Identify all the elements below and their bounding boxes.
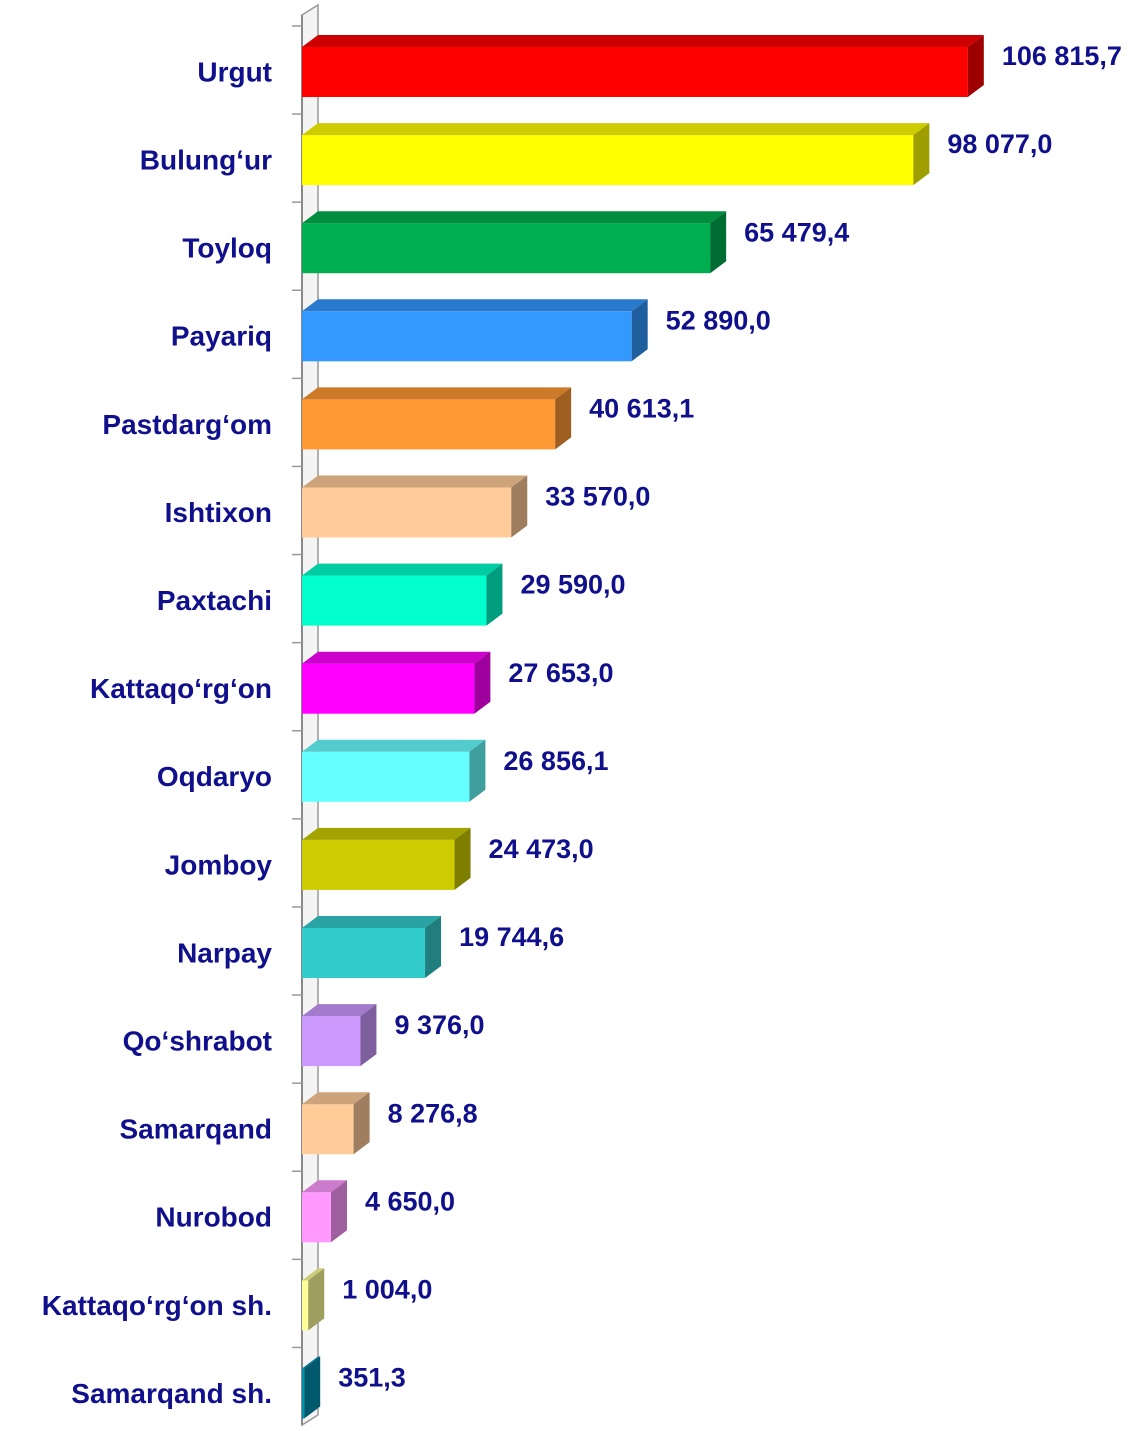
bar-front xyxy=(302,663,475,714)
value-label: 26 856,1 xyxy=(503,746,608,776)
bar-side xyxy=(913,123,930,186)
bar-front xyxy=(302,135,914,186)
value-label: 33 570,0 xyxy=(545,482,650,512)
bar-side xyxy=(555,387,572,450)
category-label: Bulung‘ur xyxy=(140,144,272,175)
bar xyxy=(302,1268,325,1331)
bar-top xyxy=(302,1092,370,1105)
bar-front xyxy=(302,1192,331,1243)
category-label: Oqdaryo xyxy=(157,761,272,792)
bar xyxy=(302,123,930,186)
bar xyxy=(302,651,491,714)
bar-side xyxy=(486,563,503,626)
bar-side xyxy=(511,475,528,538)
category-label: Urgut xyxy=(197,56,272,87)
bar-top xyxy=(302,651,491,664)
bar-front xyxy=(302,751,470,802)
bar-front xyxy=(302,1280,309,1331)
category-label: Jomboy xyxy=(165,849,273,880)
value-label: 351,3 xyxy=(338,1363,406,1393)
bar-front xyxy=(302,47,968,97)
bar-front xyxy=(302,223,711,274)
category-label: Qo‘shrabot xyxy=(123,1025,272,1056)
bar-top xyxy=(302,1180,347,1193)
bar-top xyxy=(302,563,503,576)
category-label: Nurobod xyxy=(155,1202,272,1233)
category-label: Toyloq xyxy=(182,233,272,264)
bar xyxy=(302,827,471,890)
bar-front xyxy=(302,575,487,626)
bar xyxy=(302,1356,321,1419)
bar-top xyxy=(302,211,727,224)
bar xyxy=(302,475,528,538)
bar-side xyxy=(454,827,471,890)
bar xyxy=(302,1092,370,1155)
bar xyxy=(302,739,486,802)
bar-side xyxy=(469,739,486,802)
bar-side xyxy=(425,916,442,978)
category-label: Kattaqo‘rg‘on sh. xyxy=(42,1290,272,1321)
bar-side xyxy=(967,35,984,97)
bar-front xyxy=(302,487,512,538)
value-label: 4 650,0 xyxy=(365,1186,455,1216)
bar-side xyxy=(308,1268,325,1331)
bar-front xyxy=(302,839,455,890)
bar-side xyxy=(710,211,727,274)
bar-side xyxy=(304,1356,321,1419)
category-label: Samarqand sh. xyxy=(71,1378,272,1409)
bar-side xyxy=(360,1004,377,1067)
bar xyxy=(302,387,572,450)
bar xyxy=(302,35,984,97)
bar-front xyxy=(302,311,632,362)
bar-top xyxy=(302,916,442,928)
bar-top xyxy=(302,123,930,136)
bar-top xyxy=(302,1004,377,1017)
category-label: Pastdarg‘om xyxy=(102,409,272,440)
bar-top xyxy=(302,387,572,400)
bar xyxy=(302,299,648,362)
value-label: 40 613,1 xyxy=(589,394,694,424)
value-label: 1 004,0 xyxy=(342,1275,432,1305)
category-label: Payariq xyxy=(171,321,272,352)
bar-side xyxy=(353,1092,370,1155)
bar-front xyxy=(302,1104,354,1155)
bar-front xyxy=(302,928,426,978)
bar xyxy=(302,916,442,978)
bar-side xyxy=(330,1180,347,1243)
value-label: 29 590,0 xyxy=(520,570,625,600)
value-label: 24 473,0 xyxy=(489,834,594,864)
value-label: 106 815,7 xyxy=(1002,41,1122,71)
value-label: 27 653,0 xyxy=(508,658,613,688)
bar-front xyxy=(302,1016,361,1067)
bar xyxy=(302,211,727,274)
bar-top xyxy=(302,475,528,488)
value-label: 65 479,4 xyxy=(744,217,849,247)
bar-side xyxy=(474,651,491,714)
value-label: 19 744,6 xyxy=(459,922,564,952)
bar-front xyxy=(302,399,556,450)
category-label: Paxtachi xyxy=(157,585,272,616)
bar-top xyxy=(302,827,471,840)
bar xyxy=(302,1180,347,1243)
bar-top xyxy=(302,299,648,312)
category-label: Kattaqo‘rg‘on xyxy=(90,673,272,704)
value-label: 98 077,0 xyxy=(947,129,1052,159)
bar-top xyxy=(302,1268,325,1281)
category-label: Narpay xyxy=(177,937,272,968)
bar-front xyxy=(302,1368,305,1419)
category-label: Samarqand xyxy=(120,1114,273,1145)
bar-side xyxy=(631,299,648,362)
value-label: 9 376,0 xyxy=(394,1010,484,1040)
bar-top xyxy=(302,1356,321,1369)
category-label: Ishtixon xyxy=(165,497,272,528)
bar-top xyxy=(302,739,486,752)
bar-top xyxy=(302,35,984,47)
bar xyxy=(302,1004,377,1067)
value-label: 8 276,8 xyxy=(388,1098,478,1128)
bar xyxy=(302,563,503,626)
value-label: 52 890,0 xyxy=(666,305,771,335)
